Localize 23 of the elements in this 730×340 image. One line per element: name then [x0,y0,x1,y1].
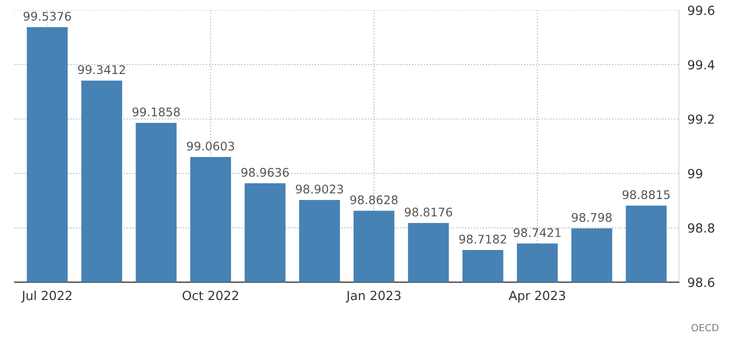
y-tick-label: 99.6 [688,6,714,16]
y-tick-label: 98.8 [688,223,714,233]
y-tick-label: 98.6 [688,278,714,288]
x-tick-label: Apr 2023 [508,290,566,303]
x-tick-label: Jul 2022 [21,290,72,303]
data-label: 99.0603 [186,142,234,151]
data-label: 99.5376 [24,12,71,21]
y-tick-label: 99.4 [688,60,714,70]
data-label: 98.8815 [622,190,670,200]
y-tick-label: 99 [688,168,702,178]
data-label: 98.8176 [404,208,452,217]
data-label: 98.7182 [459,234,506,244]
data-label: 99.3412 [78,65,125,74]
data-label: 99.1858 [132,107,180,116]
text: OECD [692,324,718,332]
x-tick-label: Jan 2023 [346,290,400,303]
y-tick-label: 99.2 [688,114,714,124]
data-label: 98.798 [572,212,612,222]
data-label: 98.7421 [514,228,561,238]
data-label: 98.8628 [350,195,398,204]
x-tick-label: Oct 2022 [182,290,238,300]
data-label: 98.9023 [296,184,343,194]
data-label: 98.9636 [241,168,289,177]
